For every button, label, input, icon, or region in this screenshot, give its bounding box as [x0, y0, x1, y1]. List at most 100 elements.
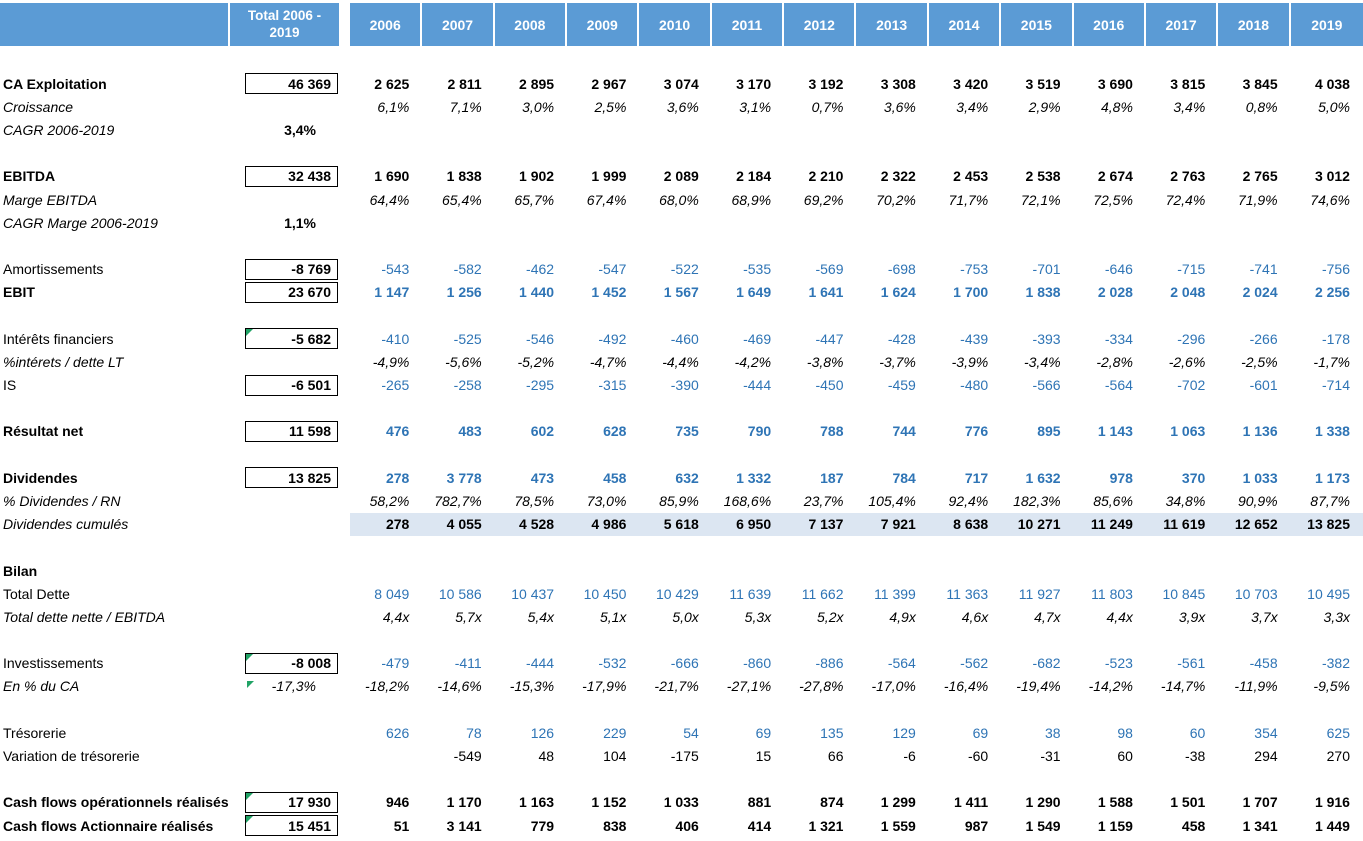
total-value-box[interactable]: 13 825: [245, 467, 338, 489]
value-cell[interactable]: 85,9%: [659, 492, 699, 509]
value-cell[interactable]: [1074, 559, 1146, 582]
value-cell[interactable]: -17,0%: [871, 678, 916, 695]
value-cell[interactable]: -444: [743, 377, 772, 394]
value-cell[interactable]: -4,4%: [662, 353, 699, 370]
year-header-2011[interactable]: 2011: [711, 3, 785, 46]
value-cell[interactable]: 946: [385, 794, 410, 811]
value-cell[interactable]: -564: [887, 655, 916, 672]
value-cell[interactable]: -2,6%: [1168, 353, 1206, 370]
value-cell[interactable]: [422, 118, 494, 141]
row-label[interactable]: Trésorerie: [3, 724, 67, 741]
value-cell[interactable]: [1218, 559, 1290, 582]
value-cell[interactable]: 3,4%: [956, 98, 989, 115]
value-cell[interactable]: 1 549: [1025, 817, 1061, 834]
value-cell[interactable]: 1 159: [1097, 817, 1133, 834]
value-cell[interactable]: 11 619: [1145, 512, 1219, 536]
value-cell[interactable]: [495, 118, 567, 141]
value-cell[interactable]: 3 308: [880, 75, 916, 92]
value-cell[interactable]: 10 586: [438, 585, 482, 602]
value-cell[interactable]: -31: [1040, 748, 1061, 765]
value-cell[interactable]: -462: [526, 261, 555, 278]
value-cell[interactable]: 788: [820, 423, 844, 440]
value-cell[interactable]: 987: [964, 817, 989, 834]
year-header-2019[interactable]: 2019: [1290, 3, 1363, 46]
value-cell[interactable]: -469: [743, 330, 772, 347]
value-cell[interactable]: 72,4%: [1165, 191, 1206, 208]
value-cell[interactable]: 1 501: [1170, 794, 1206, 811]
value-cell[interactable]: 1 170: [446, 794, 482, 811]
value-cell[interactable]: -178: [1321, 330, 1350, 347]
value-cell[interactable]: 2 538: [1025, 168, 1061, 185]
value-cell[interactable]: 2 625: [374, 75, 410, 92]
value-cell[interactable]: [495, 559, 567, 582]
value-cell[interactable]: [567, 118, 639, 141]
value-cell[interactable]: 5,4x: [527, 608, 555, 625]
value-cell[interactable]: 5,0x: [672, 608, 699, 625]
total-value-box[interactable]: -5 682: [245, 328, 338, 350]
value-cell[interactable]: [1001, 118, 1073, 141]
value-cell[interactable]: 69: [972, 724, 989, 741]
value-cell[interactable]: 11 363: [946, 585, 989, 602]
value-cell[interactable]: 72,1%: [1020, 191, 1061, 208]
value-cell[interactable]: 838: [603, 817, 627, 834]
value-cell[interactable]: [1218, 211, 1290, 234]
value-cell[interactable]: 3,3x: [1323, 608, 1350, 625]
value-cell[interactable]: 881: [747, 794, 772, 811]
value-cell[interactable]: 3 519: [1025, 75, 1061, 92]
value-cell[interactable]: -569: [815, 261, 844, 278]
total-cell[interactable]: 23 670: [230, 281, 341, 304]
value-cell[interactable]: 1 567: [663, 284, 699, 301]
row-label[interactable]: Dividendes: [3, 469, 78, 486]
value-cell[interactable]: -666: [670, 655, 699, 672]
value-cell[interactable]: -525: [453, 330, 482, 347]
value-cell[interactable]: 60: [1189, 724, 1206, 741]
value-cell[interactable]: 458: [1181, 817, 1206, 834]
year-header-2014[interactable]: 2014: [928, 3, 1002, 46]
value-cell[interactable]: 3 074: [663, 75, 699, 92]
value-cell[interactable]: 135: [820, 724, 844, 741]
value-cell[interactable]: 1 147: [374, 284, 410, 301]
value-cell[interactable]: 58,2%: [369, 492, 410, 509]
value-cell[interactable]: 70,2%: [876, 191, 916, 208]
row-label[interactable]: CA Exploitation: [3, 75, 107, 92]
value-cell[interactable]: 2 674: [1097, 168, 1133, 185]
row-label[interactable]: En % du CA: [3, 678, 80, 695]
value-cell[interactable]: 12 652: [1218, 512, 1291, 536]
value-cell[interactable]: 129: [892, 724, 916, 741]
value-cell[interactable]: -16,4%: [943, 678, 989, 695]
value-cell[interactable]: -11,9%: [1234, 678, 1278, 695]
row-label[interactable]: EBITDA: [3, 168, 56, 185]
value-cell[interactable]: 625: [1326, 724, 1350, 741]
value-cell[interactable]: 4,4x: [1106, 608, 1133, 625]
value-cell[interactable]: 2 089: [663, 168, 699, 185]
value-cell[interactable]: 72,5%: [1093, 191, 1133, 208]
value-cell[interactable]: 5,3x: [744, 608, 772, 625]
value-cell[interactable]: -492: [598, 330, 627, 347]
total-cell[interactable]: 1,1%: [230, 211, 341, 234]
value-cell[interactable]: 0,8%: [1245, 98, 1278, 115]
value-cell[interactable]: 4 986: [567, 512, 640, 536]
value-cell[interactable]: 4,6x: [961, 608, 989, 625]
value-cell[interactable]: 1 902: [519, 168, 555, 185]
value-cell[interactable]: 4,9x: [889, 608, 916, 625]
value-cell[interactable]: 717: [964, 469, 989, 486]
value-cell[interactable]: 7 137: [784, 512, 857, 536]
value-cell[interactable]: -1,7%: [1313, 353, 1350, 370]
value-cell[interactable]: -543: [381, 261, 410, 278]
value-cell[interactable]: -38: [1185, 748, 1206, 765]
value-cell[interactable]: 978: [1109, 469, 1133, 486]
value-cell[interactable]: 78,5%: [514, 492, 555, 509]
value-cell[interactable]: 1 033: [663, 794, 699, 811]
row-label[interactable]: Amortissements: [3, 261, 104, 278]
value-cell[interactable]: 414: [747, 817, 772, 834]
value-cell[interactable]: [1001, 559, 1073, 582]
value-cell[interactable]: -315: [598, 377, 627, 394]
value-cell[interactable]: -258: [453, 377, 482, 394]
total-cell[interactable]: 13 825: [230, 466, 341, 489]
value-cell[interactable]: -265: [381, 377, 410, 394]
value-cell[interactable]: 2 763: [1170, 168, 1206, 185]
value-cell[interactable]: 2 453: [953, 168, 989, 185]
value-cell[interactable]: 1 143: [1097, 423, 1133, 440]
value-cell[interactable]: 483: [458, 423, 482, 440]
year-header-2008[interactable]: 2008: [494, 3, 568, 46]
